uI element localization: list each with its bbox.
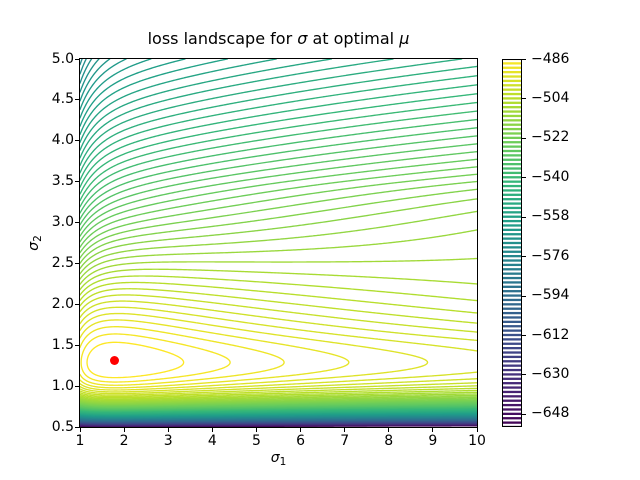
y-tick-label: 3.5 xyxy=(51,173,74,190)
x-tick-label: 7 xyxy=(340,433,350,449)
x-tick-label: 10 xyxy=(468,433,486,449)
x-tick-label: 9 xyxy=(428,433,438,449)
colorbar-tick-label: −594 xyxy=(531,287,570,304)
y-axis-symbol: σ xyxy=(26,241,42,251)
colorbar-tick-label: −630 xyxy=(531,365,570,382)
y-axis-subscript: 2 xyxy=(32,235,44,242)
y-tick-label: 1.0 xyxy=(51,377,74,394)
y-tick-mark xyxy=(75,303,79,305)
x-axis-label: σ1 xyxy=(80,450,477,468)
y-tick-mark xyxy=(75,344,79,346)
x-tick-label: 1 xyxy=(75,433,85,449)
colorbar-tick-label: −540 xyxy=(531,168,570,185)
y-tick-mark xyxy=(75,181,79,183)
x-tick-label: 5 xyxy=(251,433,261,449)
colorbar-tick-label: −522 xyxy=(531,129,570,146)
contour-canvas xyxy=(80,59,477,427)
x-tick-mark xyxy=(79,428,81,432)
plot-area xyxy=(80,59,477,427)
y-tick-mark xyxy=(75,262,79,264)
y-tick-label: 4.0 xyxy=(51,132,74,149)
x-tick-label: 4 xyxy=(207,433,217,449)
y-tick-label: 2.0 xyxy=(51,295,74,312)
x-tick-mark xyxy=(388,428,390,432)
chart-title: loss landscape for σ at optimal μ xyxy=(80,29,477,48)
x-tick-label: 8 xyxy=(384,433,394,449)
title-text-pre: loss landscape for xyxy=(147,29,298,48)
x-axis-symbol: σ xyxy=(270,450,280,466)
colorbar-tick-label: −504 xyxy=(531,89,570,106)
x-tick-mark xyxy=(211,428,213,432)
y-tick-label: 1.5 xyxy=(51,336,74,353)
x-tick-mark xyxy=(255,428,257,432)
colorbar-tick-label: −612 xyxy=(531,326,570,343)
y-tick-label: 0.5 xyxy=(51,418,74,435)
title-sigma-symbol: σ xyxy=(297,29,308,48)
x-tick-label: 6 xyxy=(296,433,305,449)
x-tick-label: 2 xyxy=(119,433,129,449)
colorbar-tick-label: −486 xyxy=(531,50,570,67)
title-mu-symbol: μ xyxy=(399,29,410,48)
colorbar xyxy=(502,59,529,427)
colorbar-tick-label: −558 xyxy=(531,208,570,225)
x-tick-mark xyxy=(432,428,434,432)
y-tick-label: 2.5 xyxy=(51,254,74,271)
y-tick-mark xyxy=(75,222,79,224)
y-tick-label: 4.5 xyxy=(51,91,74,108)
y-tick-mark xyxy=(75,99,79,101)
y-axis-label: σ2 xyxy=(26,222,48,264)
x-tick-mark xyxy=(344,428,346,432)
colorbar-tick-label: −576 xyxy=(531,247,570,264)
y-tick-mark xyxy=(75,140,79,142)
x-tick-mark xyxy=(123,428,125,432)
y-tick-label: 5.0 xyxy=(51,50,74,67)
x-tick-mark xyxy=(476,428,478,432)
y-tick-mark xyxy=(75,58,79,60)
optimum-marker xyxy=(110,356,120,366)
title-text-mid: at optimal xyxy=(307,29,400,48)
x-tick-label: 3 xyxy=(163,433,173,449)
x-tick-mark xyxy=(300,428,302,432)
y-tick-mark xyxy=(75,426,79,428)
colorbar-tick-label: −648 xyxy=(531,405,570,422)
y-tick-label: 3.0 xyxy=(51,214,74,231)
x-axis-subscript: 1 xyxy=(279,456,287,468)
y-tick-mark xyxy=(75,385,79,387)
x-tick-mark xyxy=(167,428,169,432)
